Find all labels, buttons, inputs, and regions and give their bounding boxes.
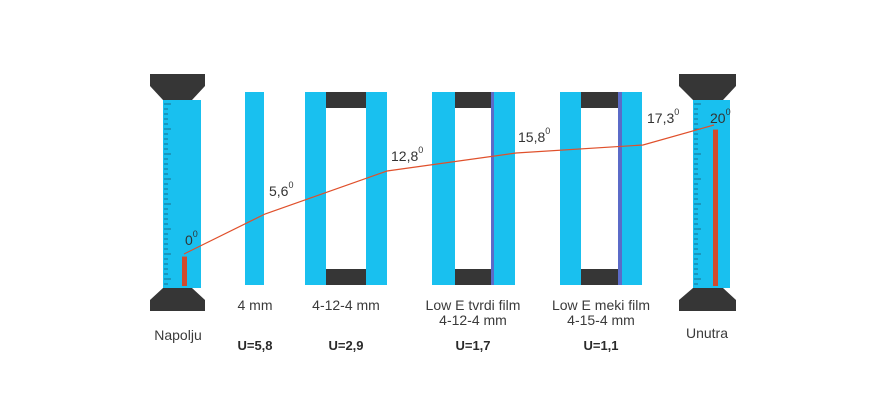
inside-label: Unutra [685,325,729,341]
inside-temperature: 200 [710,107,731,126]
temp-label-low-e-hard: 15,80 [518,126,551,145]
glazing-label-line: Low E meki film [551,297,651,313]
spacer-top [455,92,491,108]
thermometer-inside-body [693,100,730,288]
glass-pane-single [245,92,264,285]
spacer-bottom [581,269,618,285]
glazing-label-line: Low E tvrdi film [425,297,521,313]
low-e-film [491,92,494,285]
u-value-low-e-soft: U=1,1 [583,338,619,353]
glazing-label-line: 4-15-4 mm [567,312,635,328]
spacer-bottom [455,269,491,285]
low-e-film [618,92,622,285]
glazing-unit-low-e-soft [560,92,642,285]
thermometer-inside-mercury [713,129,718,286]
spacer-bottom [326,269,366,285]
glass-pane [560,92,581,285]
glass-pane [432,92,455,285]
glazing-label-single: 4 mm [237,297,273,313]
temperature-gradient-line [183,124,715,255]
glass-pane [621,92,642,285]
glass-pane [493,92,515,285]
glazing-label-line: 4-12-4 mm [439,312,507,328]
glazing-unit-low-e-hard [432,92,515,285]
spacer-top [581,92,618,108]
thermometer-outside-scale [164,103,171,285]
u-value-low-e-hard: U=1,7 [455,338,491,353]
temp-label-single: 5,60 [269,180,294,199]
glass-pane [366,92,387,285]
glazing-label-double: 4-12-4 mm [312,297,380,313]
u-value-double: U=2,9 [328,338,364,353]
thermometer-inside-top-cap [679,74,736,100]
thermometer-inside-bottom-cap [679,288,736,311]
thermometer-outside-bottom-cap [150,288,205,311]
glass-pane [305,92,326,285]
thermometer-outside-top-cap [150,74,205,100]
thermometer-outside-mercury [182,256,187,286]
spacer-top [326,92,366,108]
glazing-unit-4-12-4 [305,92,387,285]
thermometer-outside [150,74,205,311]
temp-label-low-e-soft: 17,30 [647,107,680,126]
thermometer-inside [679,74,736,311]
temp-label-double: 12,80 [391,145,424,164]
outside-temperature: 00 [185,229,198,248]
glazing-label-low-e-hard: Low E tvrdi film 4-12-4 mm [403,298,543,328]
glazing-label-low-e-soft: Low E meki film 4-15-4 mm [531,298,671,328]
thermometer-inside-scale [694,103,701,285]
u-value-single: U=5,8 [237,338,273,353]
outside-label: Napolju [154,327,202,343]
